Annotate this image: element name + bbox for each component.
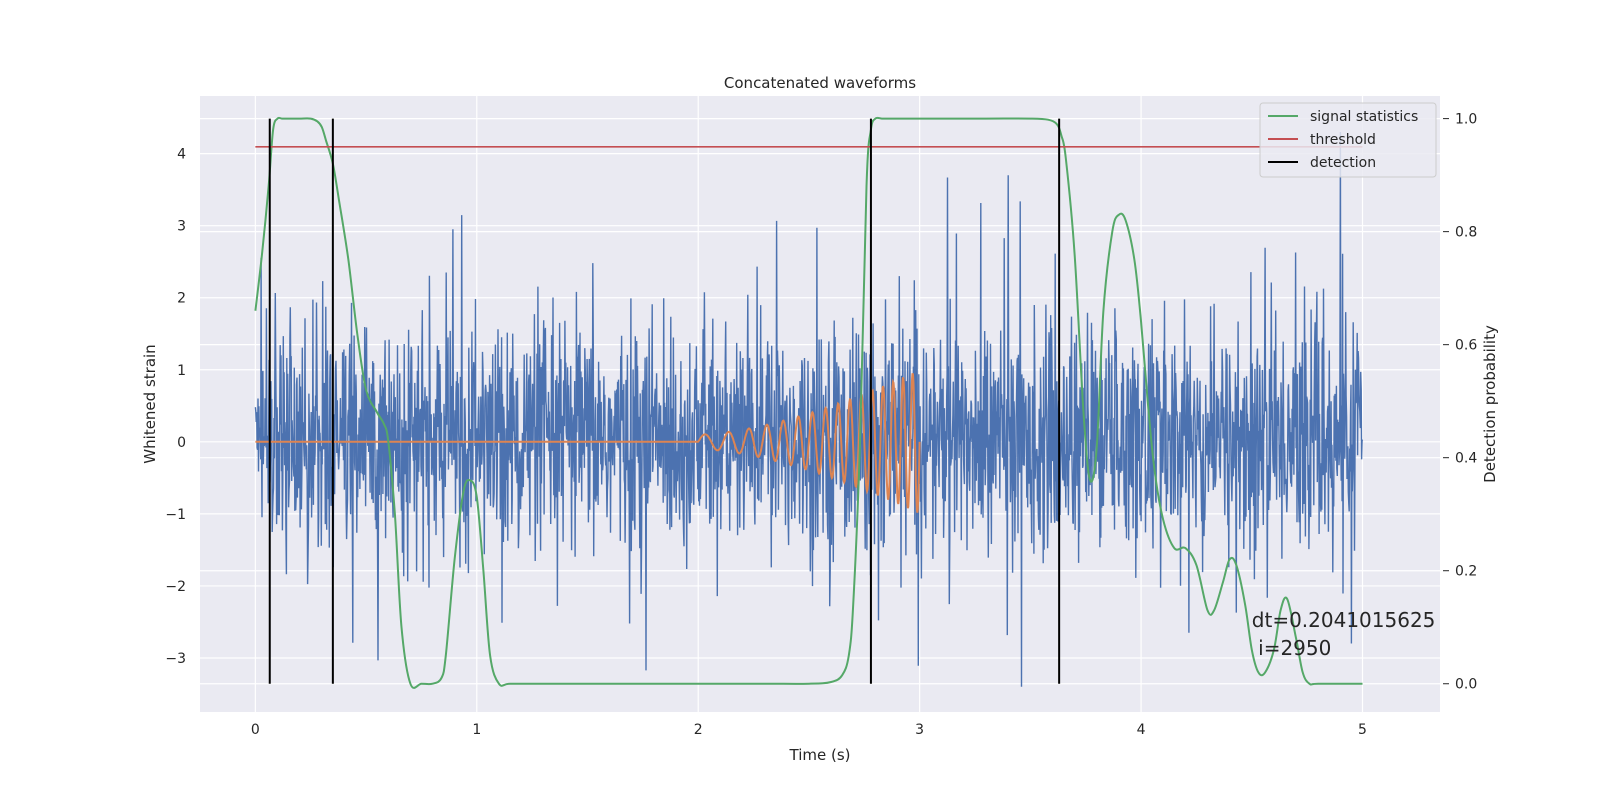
signal-statistics-line xyxy=(254,116,1363,689)
y2-tick-label: 0.8 xyxy=(1455,225,1477,241)
y-tick-label: 1 xyxy=(177,363,186,379)
legend-label-detection: detection xyxy=(1310,155,1376,171)
y2-axis-label: Detection probability xyxy=(1481,325,1499,483)
chart-title: Concatenated waveforms xyxy=(724,74,916,92)
annotation-dt: dt=0.2041015625 xyxy=(1252,608,1436,632)
y2-tick-label: 0.6 xyxy=(1455,338,1477,354)
y2-tick-label: 1.0 xyxy=(1455,112,1477,128)
y-tick-label: −3 xyxy=(165,651,186,667)
y-tick-label: 0 xyxy=(177,435,186,451)
x-tick-label: 2 xyxy=(694,722,703,738)
noise-series xyxy=(254,131,1364,687)
x-tick-label: 4 xyxy=(1137,722,1146,738)
y2-tick-label: 0.4 xyxy=(1455,451,1477,467)
y-tick-label: −1 xyxy=(165,507,186,523)
annotation: dt=0.2041015625 i=2950 xyxy=(1252,608,1436,660)
tick-labels: 0 1 2 3 4 5 −3 −2 −1 0 1 2 3 4 0.0 0.2 0.4 0.6 0.8 1.0 xyxy=(165,112,1477,738)
legend-label-threshold: threshold xyxy=(1310,132,1376,148)
y-axis-label: Whitened strain xyxy=(141,344,159,463)
y-tick-label: 3 xyxy=(177,219,186,235)
x-tick-label: 1 xyxy=(472,722,481,738)
x-tick-label: 5 xyxy=(1358,722,1367,738)
injection-line xyxy=(255,372,921,513)
detection-lines xyxy=(268,118,1061,684)
x-tick-label: 3 xyxy=(915,722,924,738)
noise-line xyxy=(254,131,1364,687)
y-tick-label: 4 xyxy=(177,147,186,163)
y2-tick-label: 0.2 xyxy=(1455,564,1477,580)
legend: signal statistics threshold detection xyxy=(1259,102,1437,178)
legend-box xyxy=(1259,102,1437,178)
y2-tick-label: 0.0 xyxy=(1455,677,1477,693)
x-axis-label: Time (s) xyxy=(789,746,851,764)
x-tick-label: 0 xyxy=(251,722,260,738)
injection-series xyxy=(255,372,921,513)
y-tick-label: −2 xyxy=(165,579,186,595)
signal-statistics-series xyxy=(254,116,1363,689)
y-tick-label: 2 xyxy=(177,291,186,307)
legend-label-signal-statistics: signal statistics xyxy=(1310,109,1418,125)
annotation-index: i=2950 xyxy=(1252,636,1332,660)
